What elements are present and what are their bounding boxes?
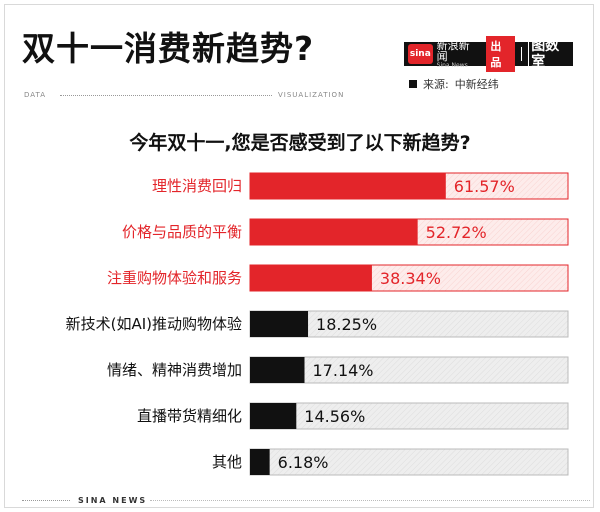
category-label: 注重购物体验和服务 — [107, 269, 242, 287]
category-label: 直播带货精细化 — [137, 407, 242, 425]
data-tag: DATA — [24, 91, 47, 99]
footer-brand: SINA NEWS — [78, 496, 148, 505]
value-label: 6.18% — [278, 453, 329, 472]
produced-badge: 出品 — [486, 36, 516, 72]
value-label: 17.14% — [313, 361, 374, 380]
bar — [250, 449, 270, 475]
brand-strip: sina 新浪新闻 Sina News 出品 图数室 — [404, 36, 575, 72]
source-square-icon — [409, 80, 417, 88]
footer-divider-left — [22, 500, 70, 501]
card-frame — [4, 4, 594, 508]
bar — [250, 357, 305, 383]
value-label: 61.57% — [454, 177, 515, 196]
sina-brand-en: Sina News — [436, 61, 468, 69]
sina-brand-text: 新浪新闻 Sina News — [437, 40, 479, 69]
source-value: 中新经纬 — [454, 78, 499, 91]
bar — [250, 403, 297, 429]
category-label: 情绪、精神消费增加 — [107, 361, 242, 379]
value-label: 14.56% — [304, 407, 365, 426]
value-label: 18.25% — [316, 315, 377, 334]
value-label: 52.72% — [426, 223, 487, 242]
bar — [250, 219, 418, 245]
bar — [250, 265, 372, 291]
bar-track — [249, 448, 569, 476]
bar — [250, 311, 309, 337]
bar — [250, 173, 446, 199]
category-label: 价格与品质的平衡 — [122, 223, 242, 241]
source-line: 来源: 中新经纬 — [409, 76, 499, 92]
sina-brand-cn: 新浪新闻 — [436, 38, 470, 63]
tushuo-logo: 图数室 — [528, 37, 575, 71]
visualization-tag: VISUALIZATION — [278, 91, 345, 99]
value-label: 38.34% — [380, 269, 441, 288]
bar-track — [249, 402, 569, 430]
category-label: 理性消费回归 — [152, 177, 242, 195]
category-label: 新技术(如AI)推动购物体验 — [66, 315, 242, 333]
source-label: 来源: — [423, 78, 449, 91]
footer-divider-right — [150, 500, 590, 501]
data-visualization-divider — [60, 95, 272, 96]
brand-divider — [521, 47, 523, 61]
page-title: 双十一消费新趋势? — [22, 29, 315, 68]
category-label: 其他 — [212, 453, 242, 471]
chart-title: 今年双十一,您是否感受到了以下新趋势? — [129, 132, 471, 154]
sina-logo-icon: sina — [408, 44, 433, 64]
